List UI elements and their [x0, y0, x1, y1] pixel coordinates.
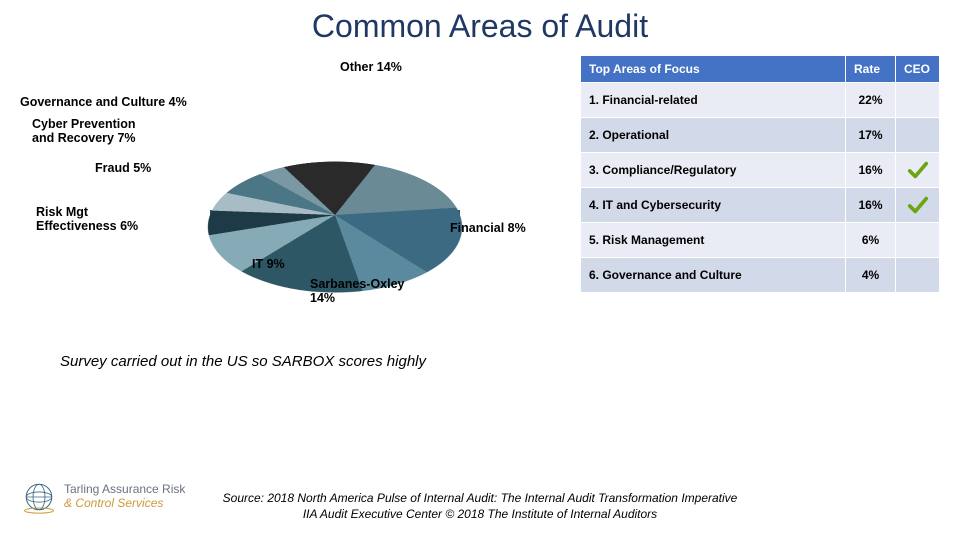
survey-note: Survey carried out in the US so SARBOX s…	[60, 353, 960, 370]
cell-area: 4. IT and Cybersecurity	[581, 188, 846, 223]
cell-area: 5. Risk Management	[581, 223, 846, 258]
cell-rate: 4%	[846, 258, 896, 293]
table-row: 2. Operational17%	[581, 118, 940, 153]
cell-rate: 16%	[846, 188, 896, 223]
col-rate: Rate	[846, 56, 896, 83]
slice-label-comp: Compliance/ Regulatory 16%	[450, 149, 544, 177]
cell-area: 6. Governance and Culture	[581, 258, 846, 293]
cell-ceo	[896, 188, 940, 223]
slice-label-risk: Risk Mgt Effectiveness 6%	[36, 205, 138, 233]
cell-area: 3. Compliance/Regulatory	[581, 153, 846, 188]
table-row: 4. IT and Cybersecurity16%	[581, 188, 940, 223]
table-row: 5. Risk Management6%	[581, 223, 940, 258]
cell-ceo	[896, 83, 940, 118]
slice-label-sox: Sarbanes-Oxley 14%	[310, 277, 405, 305]
source-citation: Source: 2018 North America Pulse of Inte…	[0, 490, 960, 522]
checkmark-icon	[900, 194, 935, 216]
cell-ceo	[896, 258, 940, 293]
cell-rate: 16%	[846, 153, 896, 188]
table-row: 3. Compliance/Regulatory16%	[581, 153, 940, 188]
pie-chart: Other 14% Governance and Culture 4% Cybe…	[20, 55, 570, 335]
slice-label-op: Operational 17%	[370, 107, 468, 121]
slice-label-other: Other 14%	[340, 60, 402, 74]
slice-label-cyber: Cyber Prevention and Recovery 7%	[32, 117, 136, 145]
slice-label-it: IT 9%	[252, 257, 285, 271]
cell-area: 1. Financial-related	[581, 83, 846, 118]
cell-ceo	[896, 223, 940, 258]
checkmark-icon	[900, 159, 935, 181]
slice-label-fin: Financial 8%	[450, 221, 526, 235]
col-ceo: CEO	[896, 56, 940, 83]
page-title: Common Areas of Audit	[0, 0, 960, 45]
focus-table: Top Areas of Focus Rate CEO 1. Financial…	[580, 55, 940, 335]
cell-ceo	[896, 118, 940, 153]
col-area: Top Areas of Focus	[581, 56, 846, 83]
cell-rate: 17%	[846, 118, 896, 153]
cell-area: 2. Operational	[581, 118, 846, 153]
cell-rate: 22%	[846, 83, 896, 118]
table-row: 1. Financial-related22%	[581, 83, 940, 118]
cell-ceo	[896, 153, 940, 188]
cell-rate: 6%	[846, 223, 896, 258]
table-row: 6. Governance and Culture4%	[581, 258, 940, 293]
slice-label-gov: Governance and Culture 4%	[20, 95, 187, 109]
slice-label-fraud: Fraud 5%	[95, 161, 151, 175]
